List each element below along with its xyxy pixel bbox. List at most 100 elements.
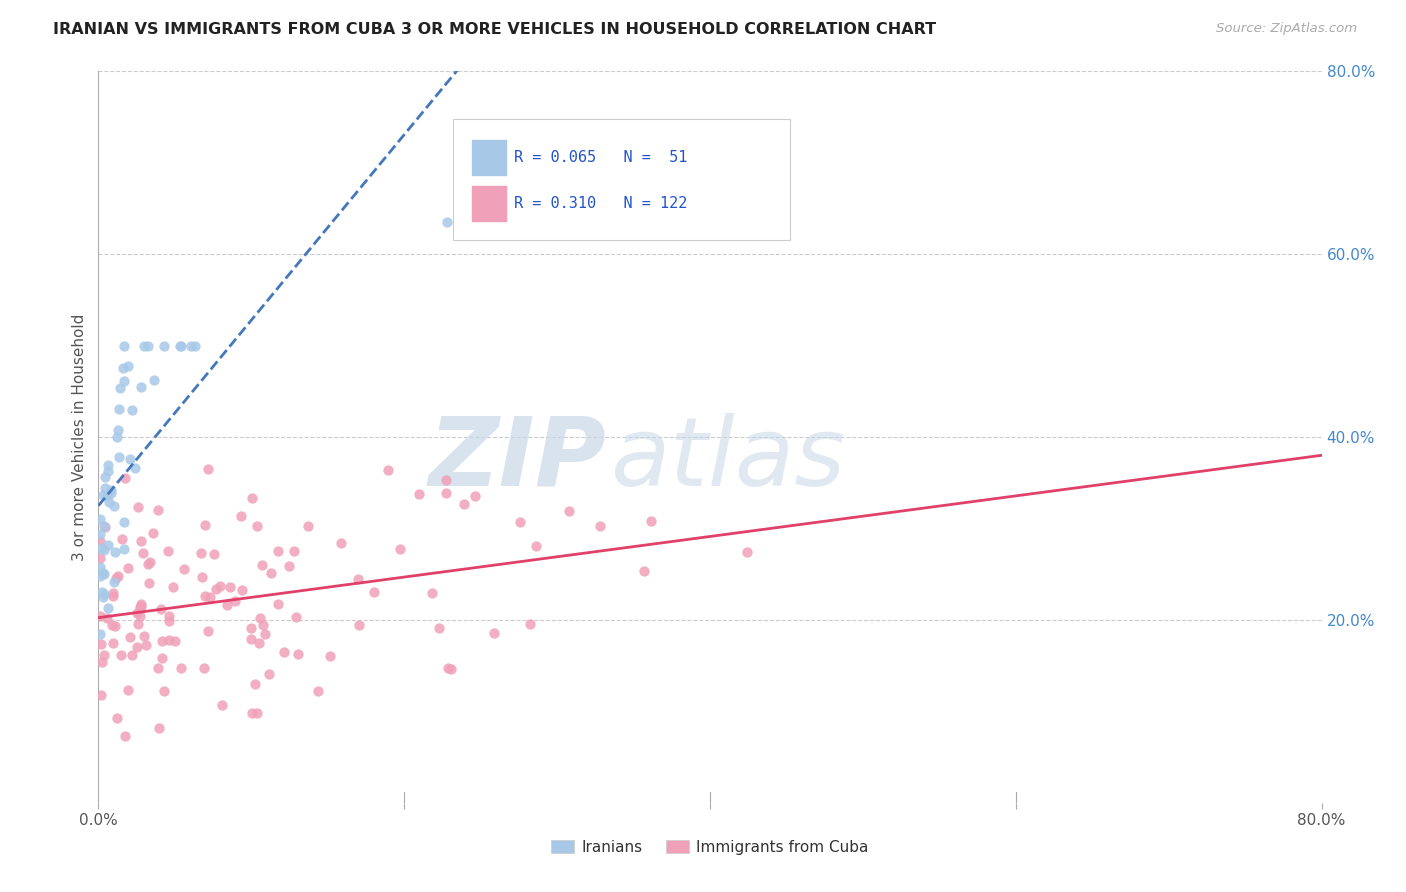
Point bbox=[117, 359, 139, 374]
Point bbox=[231, 582, 253, 597]
Point bbox=[90, 541, 112, 555]
Point bbox=[96, 611, 118, 625]
Point bbox=[89, 626, 111, 640]
Point bbox=[97, 458, 120, 472]
Point bbox=[193, 661, 215, 675]
Point bbox=[132, 629, 155, 643]
Text: ZIP: ZIP bbox=[429, 412, 606, 506]
Point bbox=[121, 648, 143, 662]
Point bbox=[267, 543, 290, 558]
Point bbox=[132, 546, 155, 560]
Point bbox=[132, 338, 155, 352]
Point bbox=[153, 683, 176, 698]
Point bbox=[163, 634, 186, 648]
Point bbox=[194, 517, 217, 532]
Point bbox=[211, 698, 233, 713]
Text: R = 0.310   N = 122: R = 0.310 N = 122 bbox=[515, 196, 688, 211]
Point bbox=[257, 667, 280, 681]
Point bbox=[94, 481, 117, 495]
Point bbox=[247, 636, 270, 650]
Point bbox=[194, 589, 217, 603]
Point bbox=[105, 710, 128, 724]
Point bbox=[240, 706, 263, 721]
Point bbox=[127, 617, 149, 632]
Point bbox=[180, 338, 202, 352]
Point bbox=[420, 586, 443, 600]
Point bbox=[184, 338, 207, 352]
Point bbox=[319, 648, 342, 663]
Point bbox=[103, 575, 125, 590]
Text: atlas: atlas bbox=[610, 412, 845, 506]
Point bbox=[103, 499, 125, 513]
Point bbox=[453, 497, 475, 511]
Point bbox=[464, 489, 486, 503]
Point bbox=[91, 585, 114, 599]
Point bbox=[104, 619, 127, 633]
Point bbox=[737, 545, 759, 559]
Point bbox=[114, 471, 136, 485]
Point bbox=[156, 544, 179, 558]
Point bbox=[267, 597, 290, 611]
Point bbox=[436, 215, 458, 229]
Point bbox=[245, 677, 267, 691]
Point bbox=[209, 579, 232, 593]
Point bbox=[89, 534, 111, 549]
Legend: Iranians, Immigrants from Cuba: Iranians, Immigrants from Cuba bbox=[546, 834, 875, 861]
Point bbox=[93, 519, 115, 533]
Point bbox=[240, 491, 263, 505]
Point bbox=[200, 590, 222, 604]
Point bbox=[170, 338, 193, 352]
Point bbox=[120, 452, 142, 467]
Point bbox=[90, 637, 112, 651]
Point bbox=[197, 624, 219, 639]
Point bbox=[283, 544, 305, 558]
Point bbox=[124, 461, 146, 475]
Point bbox=[127, 500, 149, 514]
Point bbox=[129, 609, 152, 624]
Point bbox=[138, 576, 160, 591]
Point bbox=[633, 564, 655, 578]
Point bbox=[127, 606, 149, 620]
Point bbox=[97, 601, 120, 615]
Point bbox=[307, 683, 329, 698]
Point bbox=[150, 602, 173, 616]
Point bbox=[157, 614, 180, 628]
Text: IRANIAN VS IMMIGRANTS FROM CUBA 3 OR MORE VEHICLES IN HOUSEHOLD CORRELATION CHAR: IRANIAN VS IMMIGRANTS FROM CUBA 3 OR MOR… bbox=[53, 22, 936, 37]
Point bbox=[142, 374, 165, 388]
Point bbox=[112, 361, 135, 376]
Point bbox=[252, 618, 274, 632]
Point bbox=[93, 586, 115, 600]
Point bbox=[347, 572, 370, 586]
Point bbox=[427, 622, 450, 636]
Point bbox=[93, 542, 115, 557]
Point bbox=[89, 550, 111, 565]
Point bbox=[589, 519, 612, 533]
Point bbox=[129, 380, 152, 394]
Point bbox=[103, 589, 125, 603]
Point bbox=[239, 621, 262, 635]
Point bbox=[287, 647, 309, 661]
Point bbox=[260, 566, 283, 580]
Point bbox=[224, 594, 246, 608]
Point bbox=[97, 464, 120, 478]
Point bbox=[434, 473, 457, 487]
Point bbox=[129, 597, 152, 611]
Point bbox=[162, 581, 184, 595]
Point bbox=[100, 483, 122, 498]
Point bbox=[253, 626, 276, 640]
Point bbox=[110, 648, 132, 663]
Point bbox=[136, 338, 159, 352]
Point bbox=[89, 527, 111, 541]
Point bbox=[146, 661, 169, 675]
Point bbox=[215, 598, 238, 612]
Point bbox=[138, 557, 160, 571]
Point bbox=[117, 561, 139, 575]
Point bbox=[107, 423, 129, 437]
Point bbox=[101, 618, 124, 632]
Point bbox=[117, 683, 139, 698]
Point bbox=[101, 636, 124, 650]
Point bbox=[100, 486, 122, 500]
Point bbox=[509, 516, 531, 530]
Point bbox=[347, 618, 370, 632]
Point bbox=[202, 547, 225, 561]
